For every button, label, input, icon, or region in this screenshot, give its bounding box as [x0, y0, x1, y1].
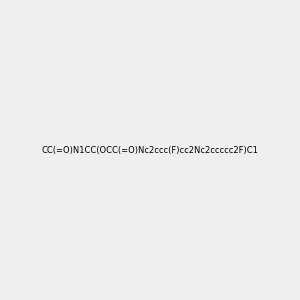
Text: CC(=O)N1CC(OCC(=O)Nc2ccc(F)cc2Nc2ccccc2F)C1: CC(=O)N1CC(OCC(=O)Nc2ccc(F)cc2Nc2ccccc2F…: [42, 146, 258, 154]
